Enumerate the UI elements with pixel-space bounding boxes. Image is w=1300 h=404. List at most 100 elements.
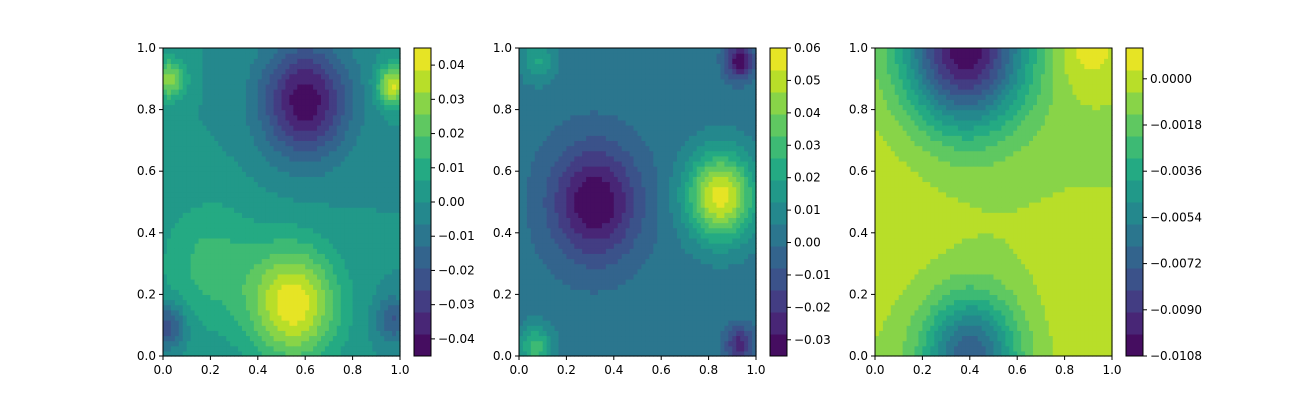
contour-cell — [349, 325, 354, 331]
contour-cell — [226, 146, 231, 152]
contour-cell — [238, 289, 243, 295]
contour-cell — [258, 53, 263, 59]
contour-cell — [278, 243, 283, 249]
contour-cell — [274, 130, 279, 136]
contour-cell — [551, 181, 556, 187]
contour-cell — [282, 79, 287, 85]
contour-cell — [163, 187, 168, 193]
contour-cell — [301, 289, 306, 295]
contour-cell — [254, 274, 259, 280]
contour-cell — [566, 223, 571, 229]
contour-cell — [238, 187, 243, 193]
contour-cell — [305, 325, 310, 331]
contour-cell — [171, 166, 176, 172]
contour-cell — [222, 279, 227, 285]
contour-cell — [206, 104, 211, 110]
contour-cell — [606, 320, 611, 326]
contour-cell — [372, 135, 377, 141]
contour-cell — [206, 84, 211, 90]
contour-cell — [289, 74, 294, 80]
contour-cell — [329, 176, 334, 182]
contour-cell — [602, 53, 607, 59]
contour-cell — [523, 89, 528, 95]
contour-cell — [163, 161, 168, 167]
contour-cell — [282, 94, 287, 100]
contour-cell — [368, 289, 373, 295]
contour-cell — [594, 89, 599, 95]
contour-cell — [582, 166, 587, 172]
contour-cell — [547, 346, 552, 352]
contour-cell — [586, 130, 591, 136]
contour-cell — [183, 202, 188, 208]
contour-cell — [368, 53, 373, 59]
contour-cell — [559, 89, 564, 95]
contour-cell — [555, 243, 560, 249]
contour-cell — [297, 341, 302, 347]
contour-cell — [234, 212, 239, 218]
contour-cell — [262, 176, 267, 182]
contour-cell — [214, 171, 219, 177]
contour-cell — [206, 130, 211, 136]
contour-cell — [388, 181, 393, 187]
contour-cell — [353, 192, 358, 198]
contour-cell — [258, 202, 263, 208]
contour-cell — [175, 228, 180, 234]
contour-cell — [230, 300, 235, 306]
contour-cell — [372, 223, 377, 229]
contour-cell — [246, 135, 251, 141]
contour-cell — [349, 74, 354, 80]
contour-cell — [325, 58, 330, 64]
contour-cell — [250, 300, 255, 306]
contour-cell — [602, 274, 607, 280]
contour-cell — [282, 181, 287, 187]
contour-cell — [570, 104, 575, 110]
contour-cell — [594, 289, 599, 295]
contour-cell — [582, 330, 587, 336]
contour-cell — [392, 171, 397, 177]
contour-cell — [305, 223, 310, 229]
contour-cell — [357, 320, 362, 326]
contour-cell — [345, 217, 350, 223]
contour-cell — [555, 151, 560, 157]
contour-cell — [590, 269, 595, 275]
contour-cell — [206, 341, 211, 347]
contour-cell — [543, 161, 548, 167]
contour-cell — [191, 176, 196, 182]
contour-cell — [353, 223, 358, 229]
contour-cell — [341, 243, 346, 249]
contour-cell — [388, 233, 393, 239]
contour-cell — [191, 99, 196, 105]
contour-cell — [590, 294, 595, 300]
contour-cell — [274, 63, 279, 69]
contour-cell — [218, 315, 223, 321]
contour-cell — [195, 125, 200, 131]
contour-cell — [274, 176, 279, 182]
contour-cell — [163, 258, 168, 264]
contour-cell — [163, 94, 168, 100]
contour-cell — [206, 305, 211, 311]
contour-cell — [203, 212, 208, 218]
contour-cell — [238, 305, 243, 311]
contour-cell — [345, 228, 350, 234]
contour-cell — [163, 63, 168, 69]
contour-cell — [289, 69, 294, 75]
contour-cell — [547, 176, 552, 182]
contour-cell — [187, 187, 192, 193]
contour-cell — [301, 151, 306, 157]
contour-cell — [523, 187, 528, 193]
contour-cell — [551, 212, 556, 218]
contour-cell — [578, 89, 583, 95]
contour-cell — [368, 84, 373, 90]
contour-cell — [519, 330, 524, 336]
contour-cell — [167, 279, 172, 285]
colorbar-band — [414, 180, 431, 203]
contour-cell — [250, 130, 255, 136]
contour-cell — [337, 335, 342, 341]
contour-cell — [578, 115, 583, 121]
contour-cell — [199, 279, 204, 285]
contour-cell — [380, 125, 385, 131]
contour-cell — [274, 53, 279, 59]
contour-cell — [317, 69, 322, 75]
contour-cell — [246, 325, 251, 331]
contour-cell — [325, 212, 330, 218]
